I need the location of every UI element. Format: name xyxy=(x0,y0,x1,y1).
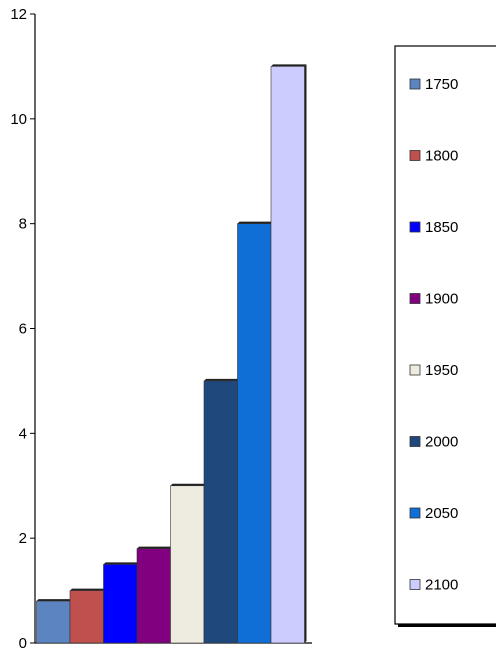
bar-top xyxy=(170,483,206,486)
bar-top xyxy=(237,221,273,224)
y-tick-label: 8 xyxy=(19,216,27,233)
bar-1950 xyxy=(170,485,205,644)
legend-swatch xyxy=(409,507,421,519)
legend-swatch xyxy=(409,436,421,447)
y-tick-label: 6 xyxy=(19,321,27,338)
legend-label: 2100 xyxy=(425,577,458,594)
legend-box xyxy=(394,45,496,625)
legend-label: 1900 xyxy=(425,291,458,308)
bar-2050 xyxy=(237,223,272,644)
legend-label: 1850 xyxy=(425,219,458,236)
bar-top xyxy=(137,546,173,549)
legend-swatch xyxy=(409,579,421,590)
y-tick-label: 2 xyxy=(19,530,27,547)
legend-swatch xyxy=(409,293,421,304)
legend-label: 2050 xyxy=(425,505,458,522)
y-axis-ticks: 0 2 4 6 8 10 12 xyxy=(10,6,35,652)
bars xyxy=(36,64,307,644)
bar-1750 xyxy=(36,600,71,644)
y-tick-label: 12 xyxy=(10,6,27,23)
legend-swatch xyxy=(409,221,421,233)
legend-items: 1750 1800 1850 1900 1950 2000 2050 2100 xyxy=(409,76,458,594)
bar-top xyxy=(271,64,307,67)
bar-2000 xyxy=(203,380,238,644)
legend-label: 1750 xyxy=(425,76,458,93)
bar-top xyxy=(36,599,72,602)
legend-label: 1800 xyxy=(425,148,458,165)
legend: 1750 1800 1850 1900 1950 2000 2050 2100 xyxy=(394,45,496,627)
y-tick-label: 4 xyxy=(19,425,27,442)
bar-side xyxy=(304,64,307,643)
y-tick-label: 10 xyxy=(10,111,27,128)
bar-1800 xyxy=(69,590,104,644)
legend-swatch xyxy=(409,364,421,376)
bar-1900 xyxy=(136,548,171,644)
plot-area: 0 2 4 6 8 10 12 xyxy=(10,6,312,652)
y-tick-label: 0 xyxy=(19,635,27,652)
legend-swatch xyxy=(409,150,421,161)
bar-top xyxy=(70,588,106,591)
legend-label: 2000 xyxy=(425,434,458,451)
legend-swatch xyxy=(409,78,421,90)
bar-top xyxy=(103,562,139,565)
bar-1850 xyxy=(103,564,138,644)
bar-top xyxy=(204,378,240,381)
legend-label: 1950 xyxy=(425,362,458,379)
bar-2100 xyxy=(270,66,305,644)
